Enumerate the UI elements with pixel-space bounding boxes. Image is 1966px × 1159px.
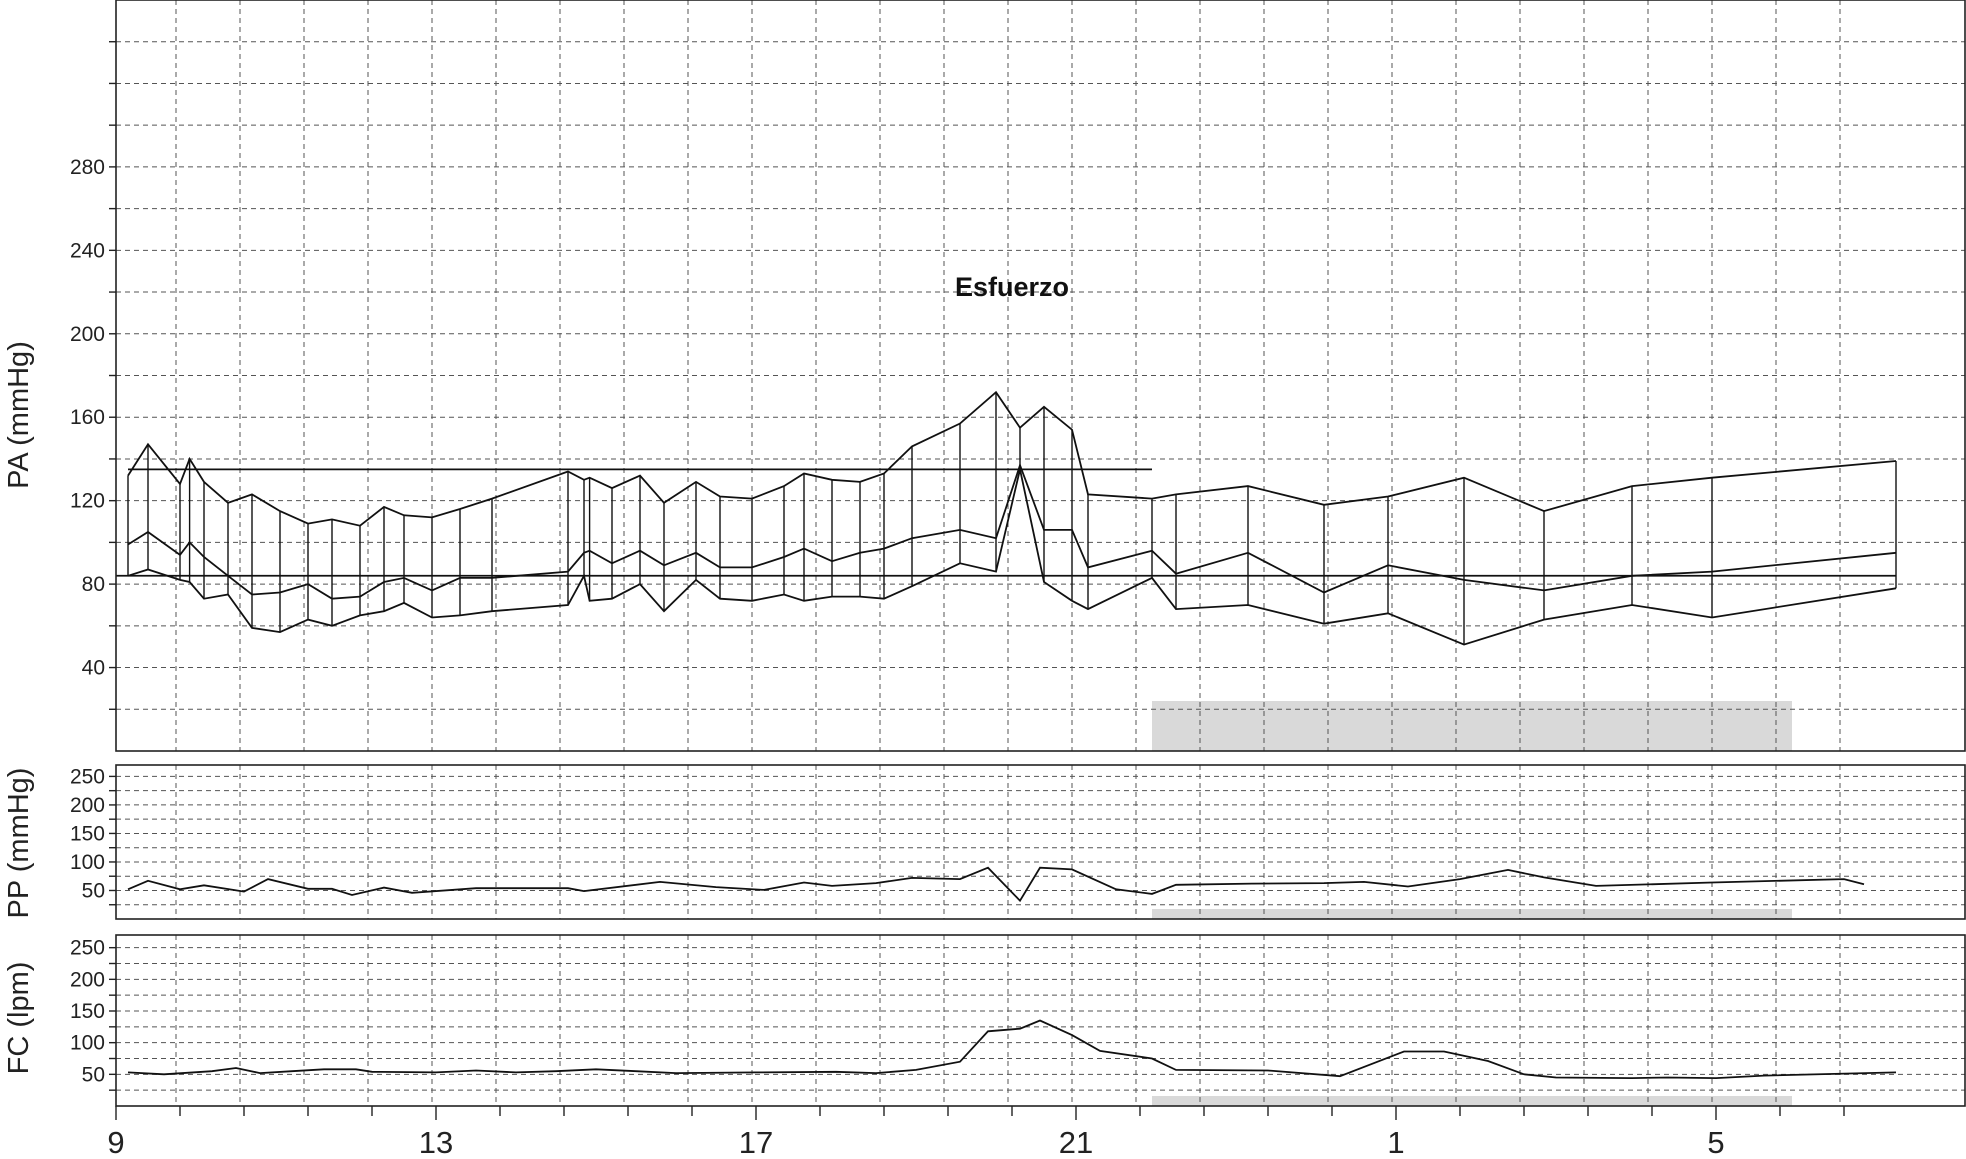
fc-y-axis-title: FC (lpm) [3,962,35,1075]
pa-y-axis-title: PA (mmHg) [3,341,35,489]
pp-y-tick-label: 150 [70,822,105,845]
pa-night-period-bar [1152,701,1792,751]
pp-night-bar [1152,909,1792,919]
pa-y-tick-label: 120 [70,490,105,513]
pa-frame [115,0,1966,752]
fc-frame [115,934,1966,1107]
pp-night-period-bar [1152,909,1792,919]
pa-grid [116,0,1965,751]
pp-frame [115,764,1966,920]
pa-y-tick-label: 80 [82,573,105,596]
esfuerzo-annotation: Esfuerzo [955,272,1069,302]
fc-series [127,1019,1897,1080]
x-axis: 9 13 17 21 1 5 [107,1106,1845,1159]
x-tick-label: 17 [739,1125,773,1159]
fc-y-tick-label: 150 [70,1000,105,1023]
fc-panel: 50 100 150 200 250 FC (lpm) [3,934,1966,1107]
fc-grid [116,935,1965,1106]
fc-night-period-bar [1152,1096,1792,1106]
pa-vertical-ranges [127,392,1897,645]
pa-y-tick-label: 200 [70,323,105,346]
pp-grid [116,765,1965,919]
pp-y-tick-label: 100 [70,851,105,874]
fc-y-tick-label: 250 [70,937,105,960]
pp-series-line-0 [127,866,1865,903]
x-tick-label: 13 [419,1125,453,1159]
x-tick-label: 9 [107,1125,124,1159]
fc-series-line-0 [127,1019,1897,1080]
pa-y-tick-label: 240 [70,239,105,262]
fc-y-tick-label: 200 [70,968,105,991]
pa-series-line-0 [127,390,1897,527]
fc-night-bar [1152,1096,1792,1106]
pa-y-tick-label: 40 [82,657,105,680]
pp-y-tick-label: 50 [82,879,105,902]
pp-panel: 50 100 150 200 250 PP (mmHg) [3,764,1966,920]
pa-y-tick-label: 160 [70,406,105,429]
fc-y-tick-label: 100 [70,1032,105,1055]
pp-series [127,866,1865,903]
pa-panel: 40 80 120 160 200 240 280 PA (mmHg) Esfuerzo [3,0,1966,752]
fc-y-tick-label: 50 [82,1063,105,1086]
pa-series [127,390,1897,646]
pa-night-bar [1152,701,1792,751]
pp-y-tick-label: 250 [70,765,105,788]
x-tick-label: 21 [1059,1125,1093,1159]
pp-y-tick-label: 200 [70,794,105,817]
pa-series-line-1 [127,462,1897,600]
x-tick-label: 5 [1707,1125,1724,1159]
pa-y-ticks: 40 80 120 160 200 240 280 [70,41,116,710]
pa-y-tick-label: 280 [70,156,105,179]
x-tick-label: 1 [1387,1125,1404,1159]
pa-series-line-2 [127,469,1897,646]
pp-y-axis-title: PP (mmHg) [3,768,35,919]
fc-y-ticks: 50 100 150 200 250 [70,937,116,1091]
pp-y-ticks: 50 100 150 200 250 [70,765,116,906]
pa-reference-lines [116,468,1896,577]
